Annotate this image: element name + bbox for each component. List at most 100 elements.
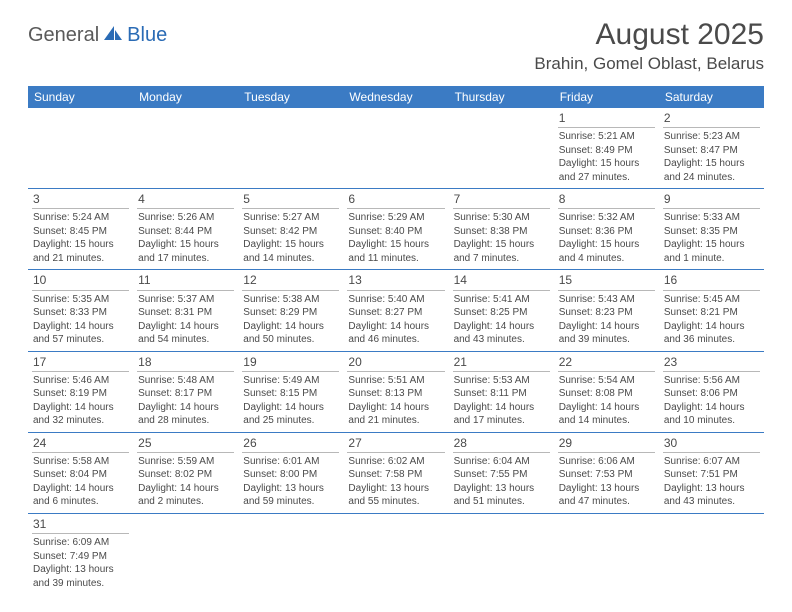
calendar: Sunday Monday Tuesday Wednesday Thursday… (0, 82, 792, 594)
calendar-body: 1Sunrise: 5:21 AMSunset: 8:49 PMDaylight… (28, 108, 764, 594)
day-number: 1 (558, 110, 655, 128)
calendar-cell: 1Sunrise: 5:21 AMSunset: 8:49 PMDaylight… (554, 108, 659, 188)
day-detail: Daylight: 15 hours (663, 157, 760, 171)
day-detail: Daylight: 14 hours (558, 401, 655, 415)
day-detail: and 21 minutes. (32, 252, 129, 266)
logo-text-blue: Blue (127, 24, 167, 47)
day-detail: and 39 minutes. (558, 333, 655, 347)
calendar-cell: 31Sunrise: 6:09 AMSunset: 7:49 PMDayligh… (28, 514, 133, 594)
day-number: 25 (137, 435, 234, 453)
calendar-cell: 29Sunrise: 6:06 AMSunset: 7:53 PMDayligh… (554, 433, 659, 513)
day-detail: and 6 minutes. (32, 495, 129, 509)
calendar-cell: 3Sunrise: 5:24 AMSunset: 8:45 PMDaylight… (28, 189, 133, 269)
day-detail: Daylight: 14 hours (242, 320, 339, 334)
day-number: 13 (347, 272, 444, 290)
day-detail: Daylight: 15 hours (137, 238, 234, 252)
calendar-cell: 22Sunrise: 5:54 AMSunset: 8:08 PMDayligh… (554, 352, 659, 432)
day-detail: Sunrise: 6:09 AM (32, 536, 129, 550)
calendar-cell: 23Sunrise: 5:56 AMSunset: 8:06 PMDayligh… (659, 352, 764, 432)
day-detail: Daylight: 14 hours (347, 401, 444, 415)
day-detail: Sunrise: 6:07 AM (663, 455, 760, 469)
day-detail: Daylight: 15 hours (347, 238, 444, 252)
logo-text-general: General (28, 24, 99, 47)
day-number: 3 (32, 191, 129, 209)
day-detail: Sunset: 8:47 PM (663, 144, 760, 158)
day-detail: and 43 minutes. (453, 333, 550, 347)
day-number: 20 (347, 354, 444, 372)
logo-sail-icon (102, 24, 124, 47)
header: General Blue August 2025 Brahin, Gomel O… (0, 0, 792, 82)
day-detail: and 1 minute. (663, 252, 760, 266)
day-number: 11 (137, 272, 234, 290)
day-header-sun: Sunday (28, 86, 133, 108)
day-detail: Sunrise: 5:23 AM (663, 130, 760, 144)
day-detail: and 36 minutes. (663, 333, 760, 347)
calendar-cell: 10Sunrise: 5:35 AMSunset: 8:33 PMDayligh… (28, 270, 133, 350)
calendar-cell: 5Sunrise: 5:27 AMSunset: 8:42 PMDaylight… (238, 189, 343, 269)
calendar-cell: 26Sunrise: 6:01 AMSunset: 8:00 PMDayligh… (238, 433, 343, 513)
calendar-week: 1Sunrise: 5:21 AMSunset: 8:49 PMDaylight… (28, 108, 764, 189)
calendar-cell: 4Sunrise: 5:26 AMSunset: 8:44 PMDaylight… (133, 189, 238, 269)
calendar-cell: 12Sunrise: 5:38 AMSunset: 8:29 PMDayligh… (238, 270, 343, 350)
day-number: 7 (453, 191, 550, 209)
day-number: 31 (32, 516, 129, 534)
day-detail: Sunrise: 6:04 AM (453, 455, 550, 469)
day-detail: Sunrise: 5:24 AM (32, 211, 129, 225)
day-detail: Sunset: 8:06 PM (663, 387, 760, 401)
calendar-cell: 9Sunrise: 5:33 AMSunset: 8:35 PMDaylight… (659, 189, 764, 269)
day-detail: Sunrise: 5:46 AM (32, 374, 129, 388)
day-detail: and 32 minutes. (32, 414, 129, 428)
day-detail: Daylight: 15 hours (453, 238, 550, 252)
day-detail: Daylight: 14 hours (32, 401, 129, 415)
day-detail: Daylight: 13 hours (347, 482, 444, 496)
day-detail: Sunset: 8:15 PM (242, 387, 339, 401)
calendar-cell: 13Sunrise: 5:40 AMSunset: 8:27 PMDayligh… (343, 270, 448, 350)
calendar-cell: 20Sunrise: 5:51 AMSunset: 8:13 PMDayligh… (343, 352, 448, 432)
day-detail: Sunrise: 5:56 AM (663, 374, 760, 388)
day-detail: Sunrise: 5:48 AM (137, 374, 234, 388)
calendar-cell (659, 514, 764, 594)
day-detail: Daylight: 15 hours (558, 157, 655, 171)
day-number: 16 (663, 272, 760, 290)
day-detail: Sunset: 8:40 PM (347, 225, 444, 239)
day-detail: and 24 minutes. (663, 171, 760, 185)
day-detail: and 10 minutes. (663, 414, 760, 428)
day-detail: Daylight: 14 hours (32, 320, 129, 334)
day-detail: Daylight: 15 hours (663, 238, 760, 252)
day-header-tue: Tuesday (238, 86, 343, 108)
day-number: 27 (347, 435, 444, 453)
day-header-mon: Monday (133, 86, 238, 108)
calendar-week: 17Sunrise: 5:46 AMSunset: 8:19 PMDayligh… (28, 352, 764, 433)
calendar-cell (238, 514, 343, 594)
day-detail: Sunset: 7:51 PM (663, 468, 760, 482)
day-detail: Daylight: 14 hours (32, 482, 129, 496)
day-detail: Sunrise: 5:40 AM (347, 293, 444, 307)
day-detail: Sunset: 8:44 PM (137, 225, 234, 239)
day-number: 28 (453, 435, 550, 453)
day-detail: Daylight: 14 hours (453, 320, 550, 334)
calendar-cell: 19Sunrise: 5:49 AMSunset: 8:15 PMDayligh… (238, 352, 343, 432)
day-detail: Sunrise: 5:30 AM (453, 211, 550, 225)
day-detail: Sunset: 8:45 PM (32, 225, 129, 239)
day-detail: Daylight: 14 hours (663, 401, 760, 415)
day-detail: and 59 minutes. (242, 495, 339, 509)
day-detail: Sunrise: 5:51 AM (347, 374, 444, 388)
calendar-cell (554, 514, 659, 594)
day-detail: Sunset: 8:42 PM (242, 225, 339, 239)
calendar-cell (28, 108, 133, 188)
day-detail: Sunrise: 5:45 AM (663, 293, 760, 307)
day-detail: Sunset: 8:36 PM (558, 225, 655, 239)
location: Brahin, Gomel Oblast, Belarus (534, 54, 764, 74)
month-title: August 2025 (534, 18, 764, 52)
day-number: 30 (663, 435, 760, 453)
day-detail: and 17 minutes. (137, 252, 234, 266)
calendar-cell (343, 108, 448, 188)
day-detail: and 4 minutes. (558, 252, 655, 266)
day-detail: Daylight: 14 hours (137, 482, 234, 496)
day-detail: Sunrise: 5:53 AM (453, 374, 550, 388)
day-detail: Daylight: 15 hours (242, 238, 339, 252)
calendar-cell (133, 514, 238, 594)
day-number: 9 (663, 191, 760, 209)
day-detail: Daylight: 14 hours (453, 401, 550, 415)
day-header-sat: Saturday (659, 86, 764, 108)
